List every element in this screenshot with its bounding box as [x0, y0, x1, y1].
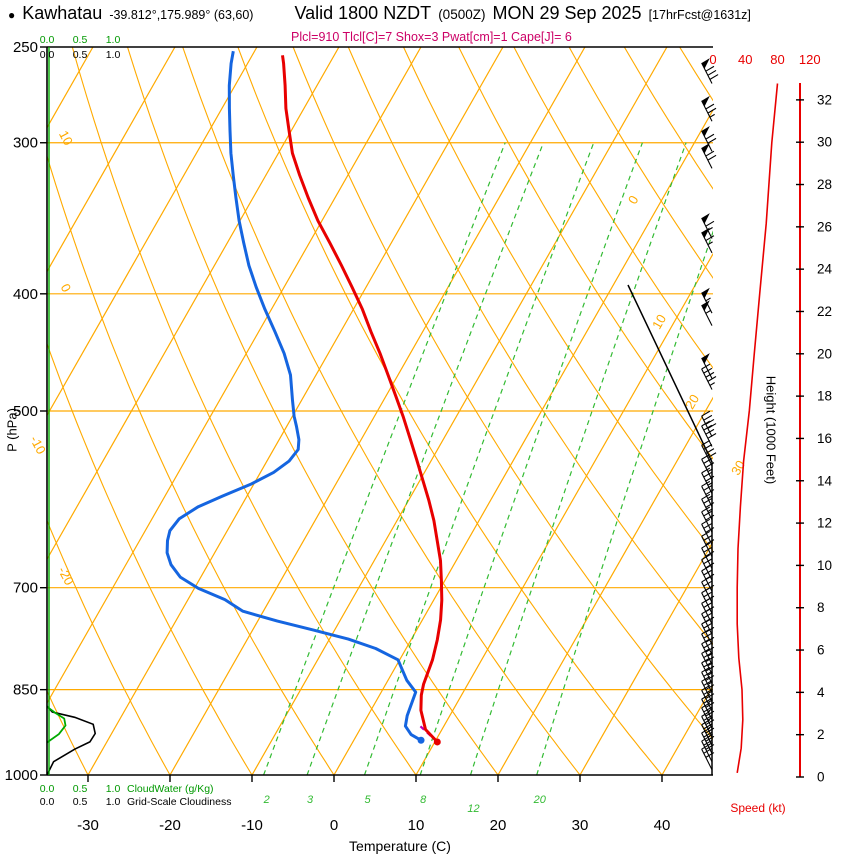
svg-text:22: 22: [817, 304, 832, 319]
wind-axis-boundary: [627, 284, 713, 775]
svg-text:20: 20: [682, 392, 702, 412]
scale-tick: 0.5: [72, 796, 88, 808]
wind-barbs: [701, 58, 719, 770]
svg-text:0: 0: [709, 52, 716, 67]
speed-axis-title: Speed (kt): [730, 801, 786, 815]
temperature-trace: [281, 55, 444, 743]
svg-text:10: 10: [408, 817, 425, 834]
header-line: ● Kawhatau -39.812°,175.989° (63,60) Val…: [8, 3, 850, 24]
surface-temperature-dot: [433, 738, 441, 746]
svg-text:-30: -30: [77, 817, 99, 834]
scale-tick: 0.0: [39, 783, 55, 795]
wind-speed-profile: 0 40 80 120: [709, 52, 821, 774]
pressure-axis-title: P (hPa): [4, 408, 20, 452]
svg-text:40: 40: [654, 817, 671, 834]
valid-time: Valid 1800 NZDT: [294, 3, 432, 23]
svg-text:8: 8: [420, 794, 427, 806]
svg-text:-10: -10: [241, 817, 263, 834]
surface-dewpoint-dot: [417, 736, 425, 744]
svg-text:3: 3: [307, 794, 314, 806]
mixing-ratio-lines: [263, 142, 713, 775]
station-coords: -39.812°,175.989° (63,60): [109, 8, 254, 22]
svg-text:32: 32: [817, 92, 832, 107]
svg-text:0: 0: [625, 193, 642, 207]
scale-tick: 0.5: [72, 34, 88, 46]
temperature-axis-title: Temperature (C): [349, 838, 451, 854]
skewt-grid: [47, 47, 713, 775]
svg-text:5: 5: [364, 794, 371, 806]
cloud-fraction-profile: [46, 705, 97, 776]
svg-text:8: 8: [817, 600, 825, 615]
svg-text:14: 14: [817, 473, 833, 488]
svg-text:10: 10: [649, 312, 669, 332]
svg-text:250: 250: [13, 39, 38, 56]
svg-text:10: 10: [817, 558, 832, 573]
svg-text:0: 0: [817, 770, 825, 785]
scale-tick: 1.0: [105, 49, 121, 61]
cloudiness-label: Grid-Scale Cloudiness: [127, 796, 232, 808]
svg-text:80: 80: [770, 52, 784, 67]
svg-text:4: 4: [817, 685, 825, 700]
svg-text:10: 10: [56, 128, 76, 148]
svg-text:20: 20: [533, 794, 547, 806]
svg-text:12: 12: [467, 803, 479, 815]
valid-date: MON 29 Sep 2025: [492, 3, 642, 23]
scale-tick: 0.0: [39, 796, 55, 808]
svg-text:700: 700: [13, 580, 38, 597]
svg-text:2: 2: [263, 794, 270, 806]
scale-tick: 1.0: [105, 796, 121, 808]
scale-tick: 0.5: [72, 783, 88, 795]
height-axis-title: Height (1000 Feet): [763, 375, 779, 485]
svg-text:400: 400: [13, 286, 38, 303]
cloudwater-label: CloudWater (g/Kg): [127, 783, 214, 795]
parcel-parameters: Plcl=910 Tlcl[C]=7 Shox=3 Pwat[cm]=1 Cap…: [291, 30, 572, 44]
svg-text:30: 30: [817, 135, 832, 150]
svg-text:850: 850: [13, 682, 38, 699]
svg-text:16: 16: [817, 431, 832, 446]
svg-text:1000: 1000: [5, 767, 38, 784]
svg-text:-10: -10: [27, 433, 49, 457]
svg-text:500: 500: [13, 403, 38, 420]
sounding-traces: [165, 50, 444, 746]
scale-tick: 1.0: [105, 34, 121, 46]
svg-text:120: 120: [799, 52, 821, 67]
svg-text:30: 30: [572, 817, 589, 834]
scale-tick: 0.5: [72, 49, 88, 61]
svg-text:-20: -20: [159, 817, 181, 834]
svg-text:20: 20: [490, 817, 507, 834]
svg-text:20: 20: [817, 346, 832, 361]
forecast-ref: [17hrFcst@1631z]: [648, 8, 751, 22]
station-marker-icon: ●: [8, 8, 16, 22]
svg-text:2: 2: [817, 727, 825, 742]
svg-text:0: 0: [58, 281, 75, 294]
station-name: Kawhatau: [22, 3, 103, 23]
svg-text:0: 0: [330, 817, 338, 834]
svg-text:40: 40: [738, 52, 752, 67]
dewpoint-trace: [165, 50, 422, 742]
svg-text:300: 300: [13, 135, 38, 152]
svg-text:6: 6: [817, 643, 825, 658]
valid-zulu: (0500Z): [438, 7, 486, 22]
svg-text:26: 26: [817, 219, 832, 234]
svg-text:30: 30: [728, 458, 748, 478]
mixing-ratio-labels: 2 3 5 8 12 20: [263, 794, 547, 815]
svg-text:24: 24: [817, 262, 833, 277]
svg-text:28: 28: [817, 177, 832, 192]
scale-tick: 0.0: [39, 34, 55, 46]
scale-tick: 0.0: [39, 49, 55, 61]
svg-text:18: 18: [817, 389, 832, 404]
svg-text:12: 12: [817, 516, 832, 531]
scale-tick: 1.0: [105, 783, 121, 795]
cloudwater-profile: [46, 705, 67, 744]
